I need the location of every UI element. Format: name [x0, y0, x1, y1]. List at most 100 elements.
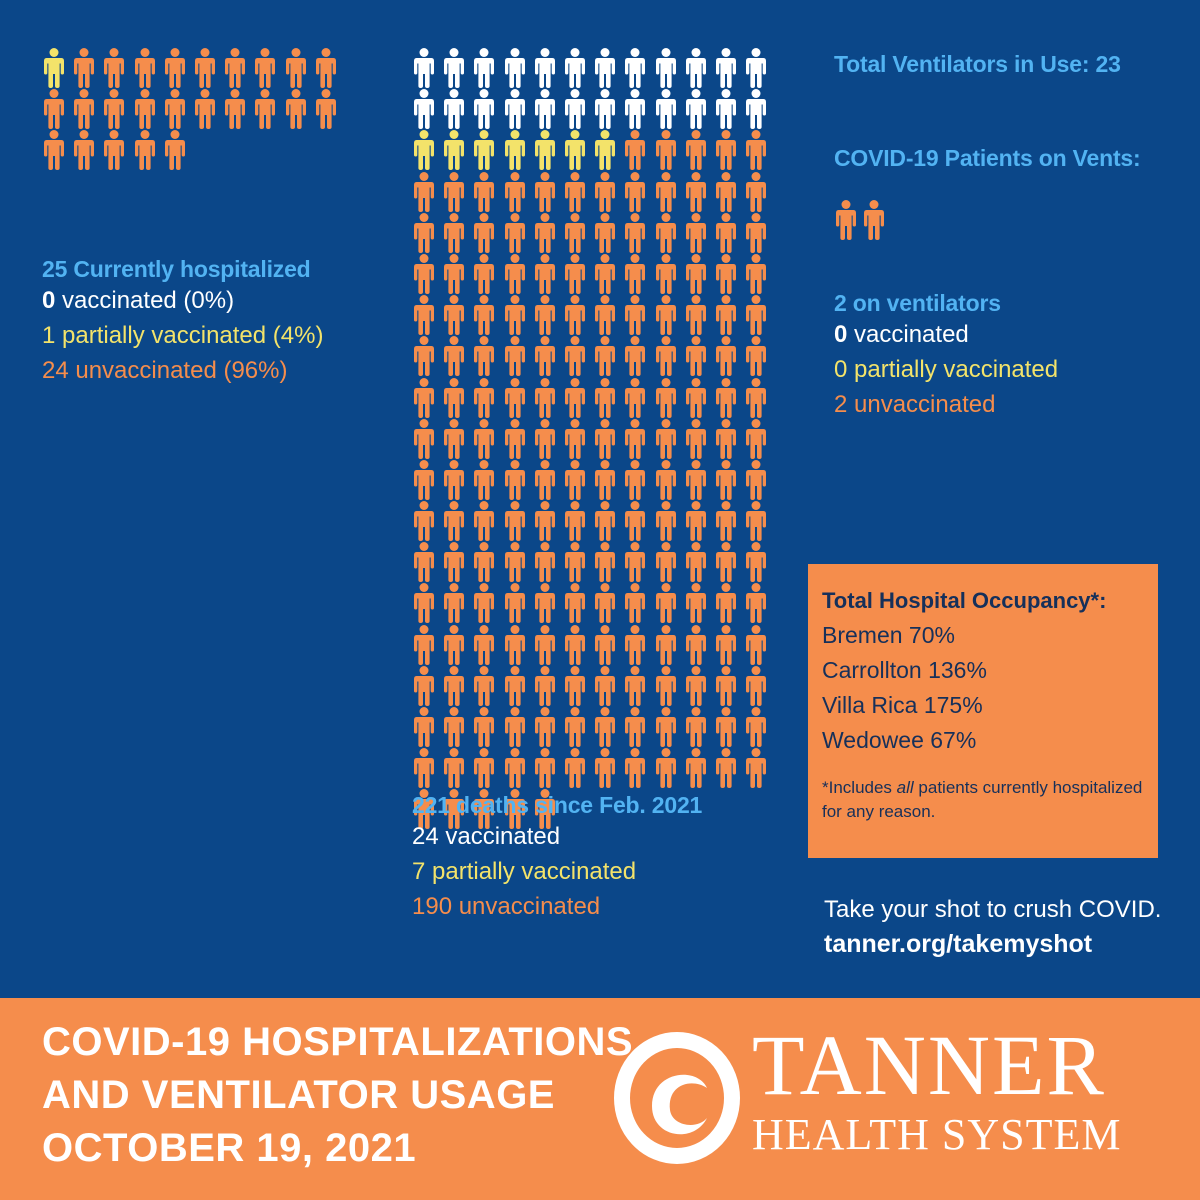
person-icon [715, 418, 736, 459]
person-icon [564, 130, 585, 171]
person-icon [685, 583, 706, 624]
hospitalized-pictogram [42, 48, 344, 172]
person-icon [685, 501, 706, 542]
person-icon [715, 748, 736, 789]
person-icon [625, 707, 646, 747]
deaths-unvaccinated: 190 unvaccinated [412, 893, 601, 920]
banner-title-line: OCTOBER 19, 2021 [42, 1126, 417, 1170]
total-ventilators-label: Total Ventilators in Use: 23 [834, 51, 1121, 77]
person-icon [444, 789, 465, 830]
person-icon [414, 48, 434, 88]
person-icon [474, 295, 495, 336]
person-icon [444, 253, 465, 294]
person-icon [564, 253, 585, 294]
person-icon [104, 48, 125, 88]
person-icon [414, 377, 434, 418]
hospitalized-unvaccinated: 24 unvaccinated (96%) [42, 357, 288, 384]
person-icon [474, 748, 495, 789]
person-icon [595, 707, 616, 747]
person-icon [444, 212, 465, 253]
person-icon [595, 171, 616, 212]
person-icon [504, 501, 525, 542]
person-icon [715, 295, 736, 336]
cta-link[interactable]: tanner.org/takemyshot [824, 930, 1093, 958]
person-icon [225, 48, 246, 88]
person-icon [444, 748, 465, 789]
call-to-action: Take your shot to crush COVID. tanner.or… [824, 893, 1174, 961]
person-icon [534, 624, 555, 665]
person-icon [625, 418, 646, 459]
tanner-logo-icon [614, 1032, 740, 1164]
person-icon [625, 583, 646, 624]
person-icon [715, 212, 736, 253]
person-icon [474, 665, 495, 706]
person-icon [474, 624, 495, 665]
person-icon [504, 748, 525, 789]
person-icon [534, 48, 555, 88]
person-icon [625, 130, 646, 171]
person-icon [474, 707, 495, 747]
person-icon [746, 336, 767, 377]
occupancy-box: Total Hospital Occupancy*: Bremen 70% Ca… [808, 564, 1158, 858]
ventilator-partial: 0 partially vaccinated [834, 356, 1059, 383]
hospitalized-stats: 25 Currently hospitalized 0 vaccinated (… [42, 256, 323, 388]
person-icon [595, 212, 616, 253]
person-icon [414, 665, 434, 706]
person-icon [414, 212, 434, 253]
person-icon [715, 171, 736, 212]
person-icon [474, 377, 495, 418]
person-icon [444, 707, 465, 747]
person-icon [746, 253, 767, 294]
person-icon [625, 336, 646, 377]
person-icon [414, 583, 434, 624]
person-icon [564, 171, 585, 212]
person-icon [746, 171, 767, 212]
person-icon [655, 665, 676, 706]
person-icon [715, 377, 736, 418]
person-icon [685, 418, 706, 459]
person-icon [44, 89, 64, 130]
person-icon [595, 418, 616, 459]
person-icon [715, 707, 736, 747]
person-icon [746, 418, 767, 459]
person-icon [504, 212, 525, 253]
person-icon [685, 171, 706, 212]
person-icon [746, 542, 767, 583]
person-icon [595, 542, 616, 583]
person-icon [564, 212, 585, 253]
logo-subtitle: HEALTH SYSTEM [752, 1110, 1122, 1159]
person-icon [315, 89, 336, 130]
person-icon [655, 171, 676, 212]
cta-text: Take your shot to crush COVID. [824, 896, 1162, 923]
person-icon [595, 748, 616, 789]
person-icon [595, 253, 616, 294]
person-icon [746, 707, 767, 747]
person-icon [474, 583, 495, 624]
person-icon [564, 48, 585, 88]
person-icon [74, 89, 95, 130]
person-icon [534, 501, 555, 542]
person-icon [655, 418, 676, 459]
person-icon [655, 583, 676, 624]
person-icon [474, 253, 495, 294]
person-icon [534, 171, 555, 212]
person-icon [625, 212, 646, 253]
person-icon [655, 212, 676, 253]
person-icon [715, 48, 736, 88]
person-icon [444, 583, 465, 624]
person-icon [194, 89, 215, 130]
ventilator-vaccinated: 0 vaccinated [834, 321, 969, 348]
person-icon [595, 48, 616, 88]
person-icon [836, 200, 856, 240]
person-icon [625, 253, 646, 294]
person-icon [414, 130, 434, 171]
person-icon [655, 253, 676, 294]
person-icon [685, 707, 706, 747]
person-icon [864, 200, 884, 240]
person-icon [255, 48, 276, 88]
person-icon [444, 459, 465, 500]
person-icon [534, 295, 555, 336]
person-icon [685, 295, 706, 336]
person-icon [564, 295, 585, 336]
person-icon [44, 130, 64, 171]
